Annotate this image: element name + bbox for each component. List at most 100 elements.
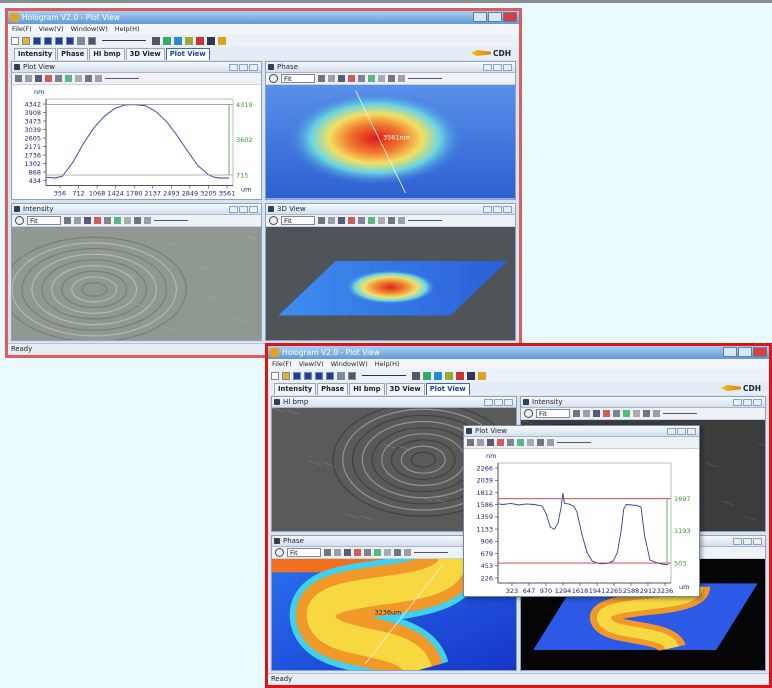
tool-button[interactable] bbox=[44, 37, 52, 45]
panel-tool-button[interactable] bbox=[583, 410, 590, 417]
maximize-button[interactable] bbox=[738, 347, 752, 357]
tool-button[interactable] bbox=[467, 372, 475, 380]
panel-tool-button[interactable] bbox=[388, 75, 395, 82]
tool-button[interactable] bbox=[66, 37, 74, 45]
panel-tool-button[interactable] bbox=[467, 439, 474, 446]
panel-close[interactable] bbox=[249, 206, 258, 213]
panel-tool-button[interactable] bbox=[487, 439, 494, 446]
panel-tool-button[interactable] bbox=[378, 217, 385, 224]
zoom-icon[interactable] bbox=[269, 216, 278, 225]
panel-tool-button[interactable] bbox=[633, 410, 640, 417]
panel-tool-button[interactable] bbox=[328, 75, 335, 82]
tab[interactable]: 3D View bbox=[126, 48, 165, 60]
panel-minimize[interactable] bbox=[733, 538, 742, 545]
tool-button[interactable] bbox=[337, 372, 345, 380]
close-button[interactable] bbox=[753, 347, 767, 357]
panel-tool-button[interactable] bbox=[507, 439, 514, 446]
tab[interactable]: Phase bbox=[317, 383, 348, 395]
tool-button[interactable] bbox=[434, 372, 442, 380]
tool-button[interactable] bbox=[478, 372, 486, 380]
zoom-select[interactable]: Fit bbox=[281, 74, 315, 83]
tab[interactable]: Plot View bbox=[166, 48, 210, 60]
zoom-select[interactable]: Fit bbox=[536, 409, 570, 418]
menu-item[interactable]: Window(W) bbox=[331, 360, 368, 368]
panel-tool-button[interactable] bbox=[84, 217, 91, 224]
panel-slider[interactable] bbox=[557, 442, 591, 443]
panel-restore[interactable] bbox=[494, 399, 503, 406]
tool-slider[interactable] bbox=[362, 375, 406, 376]
panel-close[interactable] bbox=[687, 428, 696, 435]
tab[interactable]: Intensity bbox=[274, 383, 316, 395]
panel-tool-button[interactable] bbox=[613, 410, 620, 417]
tool-button[interactable] bbox=[218, 37, 226, 45]
panel-restore[interactable] bbox=[743, 399, 752, 406]
panel-slider[interactable] bbox=[154, 220, 188, 221]
zoom-select[interactable]: Fit bbox=[287, 548, 321, 557]
panel-tool-button[interactable] bbox=[573, 410, 580, 417]
panel-tool-button[interactable] bbox=[527, 439, 534, 446]
panel-slider[interactable] bbox=[414, 552, 448, 553]
tool-button[interactable] bbox=[77, 37, 85, 45]
zoom-icon[interactable] bbox=[275, 548, 284, 557]
tool-button[interactable] bbox=[326, 372, 334, 380]
panel-tool-button[interactable] bbox=[45, 75, 52, 82]
panel-tool-button[interactable] bbox=[358, 75, 365, 82]
tool-button[interactable] bbox=[207, 37, 215, 45]
tool-button[interactable] bbox=[271, 372, 279, 380]
tool-button[interactable] bbox=[304, 372, 312, 380]
panel-tool-button[interactable] bbox=[623, 410, 630, 417]
panel-tool-button[interactable] bbox=[25, 75, 32, 82]
panel-tool-button[interactable] bbox=[94, 217, 101, 224]
panel-tool-button[interactable] bbox=[394, 549, 401, 556]
menu-item[interactable]: View(V) bbox=[299, 360, 324, 368]
panel-tool-button[interactable] bbox=[497, 439, 504, 446]
tool-button[interactable] bbox=[152, 37, 160, 45]
panel-close[interactable] bbox=[753, 399, 762, 406]
tool-button[interactable] bbox=[423, 372, 431, 380]
panel-tool-button[interactable] bbox=[318, 75, 325, 82]
zoom-icon[interactable] bbox=[269, 74, 278, 83]
panel-slider[interactable] bbox=[663, 413, 697, 414]
panel-tool-button[interactable] bbox=[477, 439, 484, 446]
panel-slider[interactable] bbox=[408, 78, 442, 79]
panel-slider[interactable] bbox=[105, 78, 139, 79]
panel-tool-button[interactable] bbox=[64, 217, 71, 224]
menu-item[interactable]: File(F) bbox=[12, 25, 32, 33]
panel-tool-button[interactable] bbox=[378, 75, 385, 82]
panel-close[interactable] bbox=[503, 206, 512, 213]
panel-minimize[interactable] bbox=[733, 399, 742, 406]
panel-tool-button[interactable] bbox=[368, 217, 375, 224]
panel-tool-button[interactable] bbox=[338, 217, 345, 224]
panel-restore[interactable] bbox=[493, 64, 502, 71]
panel-close[interactable] bbox=[753, 538, 762, 545]
tool-button[interactable] bbox=[163, 37, 171, 45]
panel-minimize[interactable] bbox=[483, 64, 492, 71]
panel-tool-button[interactable] bbox=[404, 549, 411, 556]
panel-tool-button[interactable] bbox=[338, 75, 345, 82]
menu-item[interactable]: File(F) bbox=[272, 360, 292, 368]
panel-tool-button[interactable] bbox=[134, 217, 141, 224]
tool-button[interactable] bbox=[88, 37, 96, 45]
tool-button[interactable] bbox=[456, 372, 464, 380]
panel-tool-button[interactable] bbox=[384, 549, 391, 556]
tool-button[interactable] bbox=[282, 372, 290, 380]
panel-tool-button[interactable] bbox=[368, 75, 375, 82]
panel-restore[interactable] bbox=[677, 428, 686, 435]
panel-minimize[interactable] bbox=[484, 399, 493, 406]
panel-tool-button[interactable] bbox=[95, 75, 102, 82]
panel-restore[interactable] bbox=[493, 206, 502, 213]
menu-item[interactable]: Window(W) bbox=[71, 25, 108, 33]
tab[interactable]: Plot View bbox=[426, 383, 470, 395]
tool-button[interactable] bbox=[445, 372, 453, 380]
zoom-select[interactable]: Fit bbox=[281, 216, 315, 225]
panel-restore[interactable] bbox=[239, 206, 248, 213]
panel-slider[interactable] bbox=[408, 220, 442, 221]
panel-tool-button[interactable] bbox=[398, 217, 405, 224]
panel-tool-button[interactable] bbox=[328, 217, 335, 224]
panel-tool-button[interactable] bbox=[334, 549, 341, 556]
panel-close[interactable] bbox=[503, 64, 512, 71]
tool-button[interactable] bbox=[33, 37, 41, 45]
panel-tool-button[interactable] bbox=[35, 75, 42, 82]
close-button[interactable] bbox=[503, 12, 517, 22]
tab[interactable]: HI bmp bbox=[89, 48, 124, 60]
